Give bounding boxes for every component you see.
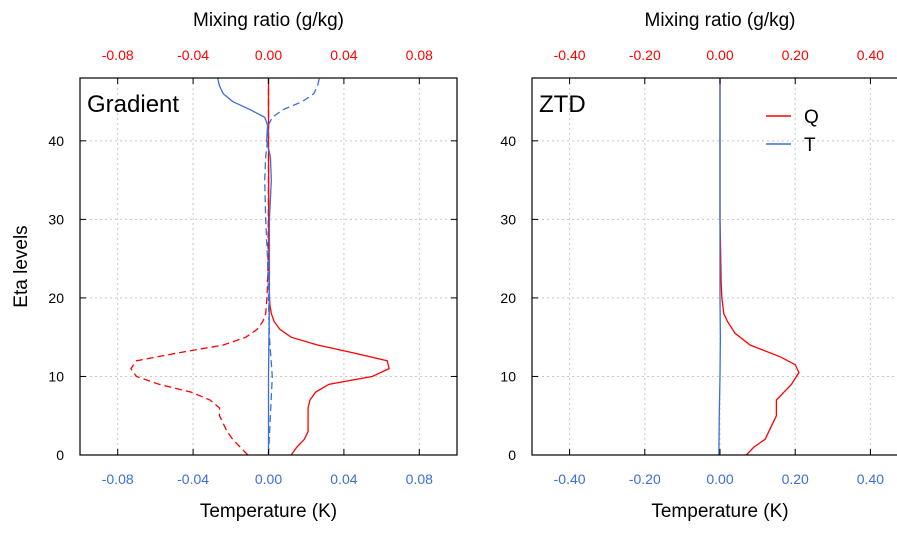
chart-panel-1: -0.08 -0.08 -0.04 -0.04 0.00 0.00 0.04 0.04 0.08… (11, 10, 457, 522)
x-tick-label-bottom: 0.40 (857, 471, 884, 487)
x-axis-title-bottom: Temperature (K) (200, 501, 337, 522)
x-tick-label-top: 0.00 (706, 47, 733, 63)
x-tick-label-top: 0.00 (255, 47, 282, 63)
x-tick-label-bottom: -0.08 (102, 471, 134, 487)
y-tick-label: 40 (48, 133, 64, 149)
x-tick-label-top: -0.08 (102, 47, 134, 63)
x-tick-label-bottom: -0.40 (554, 471, 586, 487)
x-axis-title-top: Mixing ratio (g/kg) (193, 10, 344, 31)
series-line-q-dashed (131, 78, 269, 455)
y-tick-label: 20 (48, 290, 64, 306)
y-tick-label: 0 (56, 447, 64, 463)
x-tick-label-top: 0.40 (857, 47, 884, 63)
series-line-t-solid (719, 78, 721, 455)
y-tick-label: 10 (500, 368, 516, 384)
x-tick-label-bottom: 0.04 (330, 471, 357, 487)
series-line-q-solid (269, 78, 390, 455)
legend: QT (766, 107, 819, 156)
x-axis-title-bottom: Temperature (K) (651, 501, 788, 522)
x-tick-label-top: -0.20 (629, 47, 661, 63)
panel-title: ZTD (539, 91, 586, 118)
y-tick-label: 30 (500, 211, 516, 227)
x-tick-label-top: -0.04 (177, 47, 209, 63)
y-tick-label: 40 (500, 133, 516, 149)
series-group (131, 78, 389, 455)
x-axis-title-top: Mixing ratio (g/kg) (645, 10, 796, 31)
x-tick-label-bottom: 0.08 (406, 471, 433, 487)
series-line-t-solid (218, 78, 272, 455)
x-tick-label-top: 0.08 (406, 47, 433, 63)
chart-panel-2: -0.40 -0.40 -0.20 -0.20 0.00 0.00 0.20 0.20 0.40… (500, 10, 897, 522)
x-tick-label-bottom: 0.00 (706, 471, 733, 487)
y-tick-label: 20 (500, 290, 516, 306)
y-tick-label: 0 (508, 447, 516, 463)
x-tick-label-bottom: 0.20 (782, 471, 809, 487)
legend-label: T (804, 135, 816, 156)
x-tick-label-bottom: -0.04 (177, 471, 209, 487)
x-tick-label-top: 0.04 (330, 47, 357, 63)
x-tick-label-bottom: 0.00 (255, 471, 282, 487)
y-axis-title: Eta levels (11, 225, 32, 307)
series-group (719, 78, 799, 455)
panel-title: Gradient (87, 91, 179, 118)
y-tick-label: 10 (48, 368, 64, 384)
series-line-q-solid (720, 78, 799, 455)
x-tick-label-top: -0.40 (554, 47, 586, 63)
x-tick-label-top: 0.20 (782, 47, 809, 63)
legend-label: Q (804, 107, 819, 128)
plot-frame (532, 78, 897, 455)
x-tick-label-bottom: -0.20 (629, 471, 661, 487)
y-tick-label: 30 (48, 211, 64, 227)
